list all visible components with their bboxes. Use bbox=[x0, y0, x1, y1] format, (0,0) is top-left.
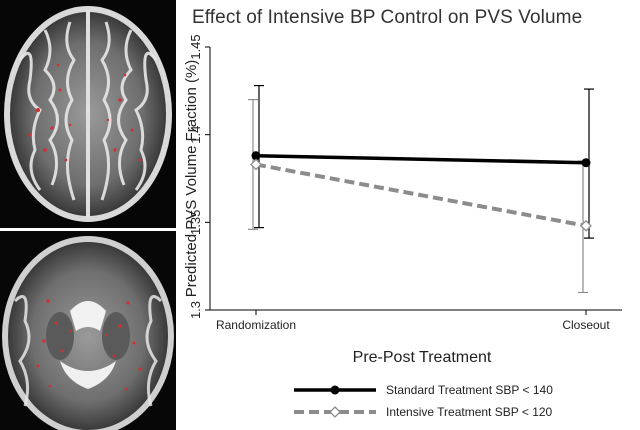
chart-title: Effect of Intensive BP Control on PVS Vo… bbox=[192, 7, 583, 28]
brain-mri-axial-basal-ganglia-icon bbox=[0, 231, 176, 430]
brain-mri-upper-image bbox=[0, 0, 176, 228]
legend-marker-circle bbox=[330, 385, 340, 395]
legend-label: Intensive Treatment SBP < 120 bbox=[386, 405, 553, 419]
legend-label: Standard Treatment SBP < 140 bbox=[386, 383, 553, 397]
y-tick-label: 1.4 bbox=[188, 126, 203, 144]
series-line bbox=[255, 153, 587, 165]
legend-marker-diamond bbox=[329, 406, 341, 418]
y-tick-label: 1.45 bbox=[188, 34, 203, 59]
data-point-circle bbox=[581, 158, 591, 168]
x-tick-label: Randomization bbox=[216, 318, 296, 332]
brain-mri-lower-image bbox=[0, 231, 176, 430]
data-point-circle bbox=[251, 151, 261, 161]
y-axis-label: Predicted PVS Volume Fraction (%) bbox=[183, 60, 200, 298]
series-line bbox=[255, 162, 587, 228]
line-chart: 1.3 1.35 1.4 1.45 Randomization Closeout Predi… bbox=[183, 34, 622, 419]
chart-panel: Effect of Intensive BP Control on PVS Vo… bbox=[176, 0, 640, 430]
brain-mri-axial-upper-icon bbox=[0, 0, 176, 228]
y-tick-label: 1.35 bbox=[188, 210, 203, 235]
x-tick-label: Closeout bbox=[562, 318, 610, 332]
y-tick-label: 1.3 bbox=[188, 301, 203, 319]
data-point-diamond bbox=[580, 219, 592, 232]
x-axis-label: Pre-Post Treatment bbox=[353, 349, 492, 366]
data-point-diamond bbox=[250, 158, 262, 171]
